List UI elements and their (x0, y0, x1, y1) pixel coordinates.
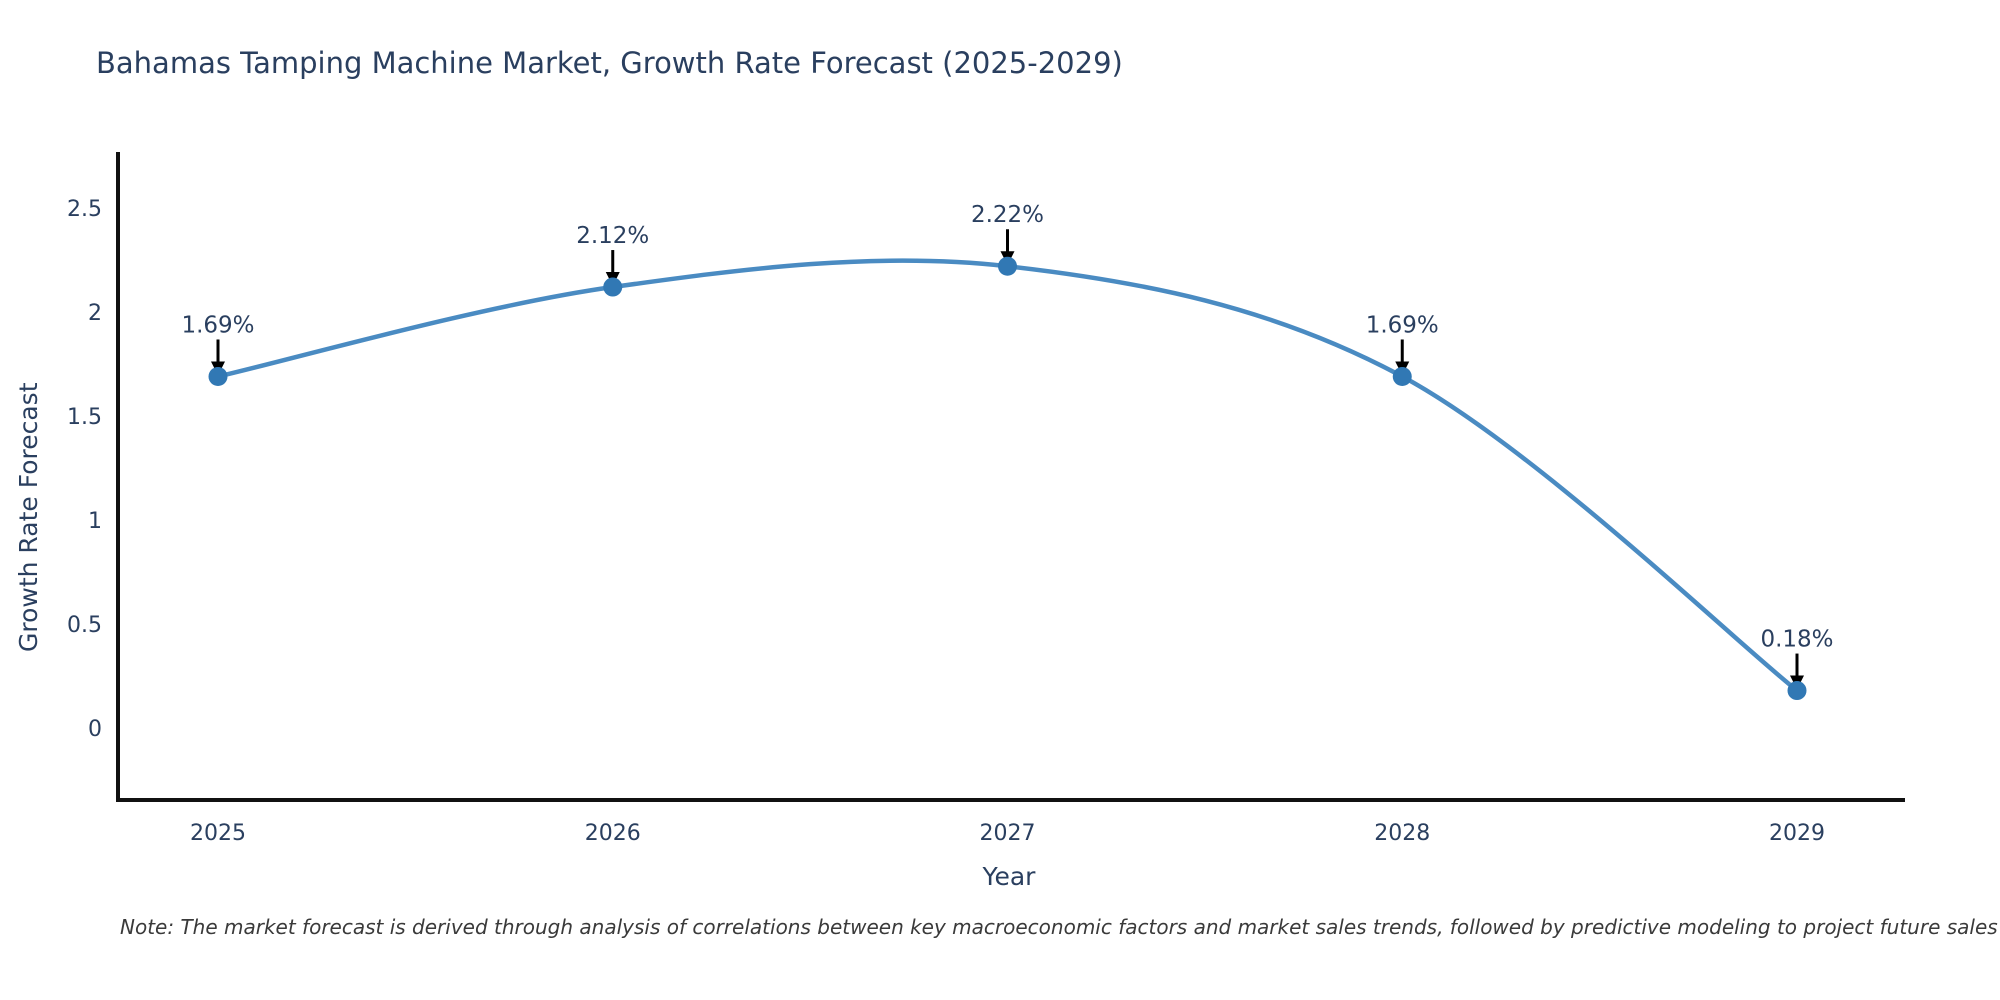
y-tick-label-0: 0 (88, 717, 102, 742)
x-axis-title: Year (982, 862, 1036, 891)
x-tick-label-2029: 2029 (1769, 821, 1825, 846)
y-tick-label-2.5: 2.5 (67, 197, 102, 222)
y-tick-label-2: 2 (88, 301, 102, 326)
x-tick-label-2026: 2026 (585, 821, 641, 846)
y-tick-label-1: 1 (88, 509, 102, 534)
data-point-2026[interactable] (603, 277, 623, 297)
data-point-2028[interactable] (1392, 366, 1412, 386)
y-tick-label-1.5: 1.5 (67, 405, 102, 430)
chart-title: Bahamas Tamping Machine Market, Growth R… (96, 46, 1123, 80)
x-tick-label-2025: 2025 (190, 821, 246, 846)
annotation-label-2025: 1.69% (181, 312, 254, 338)
x-tick-label-2028: 2028 (1374, 821, 1430, 846)
data-point-2025[interactable] (208, 366, 228, 386)
data-point-2029[interactable] (1787, 681, 1807, 701)
annotation-label-2026: 2.12% (576, 223, 649, 249)
y-tick-label-0.5: 0.5 (67, 613, 102, 638)
footnote: Note: The market forecast is derived thr… (120, 915, 1998, 939)
y-axis-title: Growth Rate Forecast (14, 382, 43, 653)
annotation-label-2029: 0.18% (1760, 627, 1833, 653)
annotation-label-2028: 1.69% (1366, 312, 1439, 338)
data-point-2027[interactable] (998, 256, 1017, 276)
x-tick-label-2027: 2027 (980, 821, 1036, 846)
annotation-label-2027: 2.22% (971, 202, 1044, 228)
forecast-spline-line (215, 258, 1800, 693)
